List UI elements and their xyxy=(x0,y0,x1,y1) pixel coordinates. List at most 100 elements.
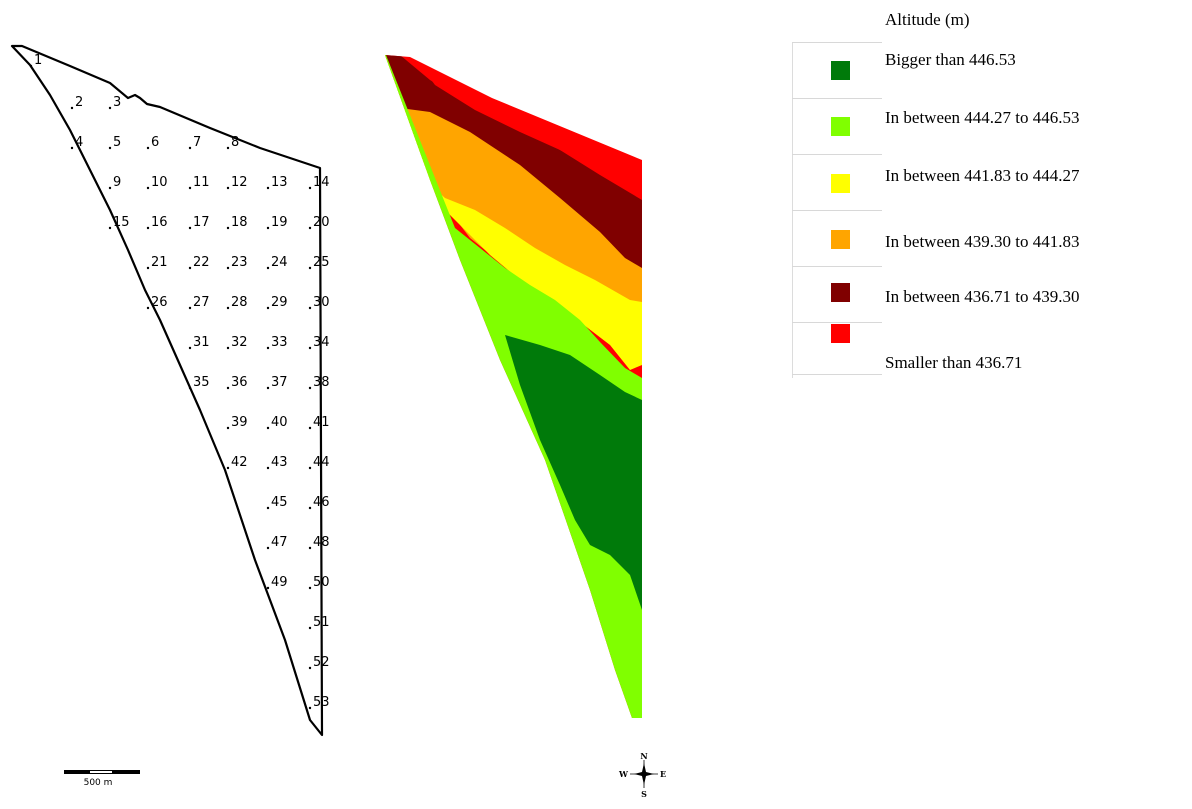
sampling-point-4: 4 xyxy=(70,135,83,150)
legend-item: In between 436.71 to 439.30 xyxy=(792,266,1192,322)
sampling-point-label: 18 xyxy=(231,215,248,230)
sampling-point-2: 2 xyxy=(70,95,83,110)
sampling-point-dot xyxy=(226,426,230,430)
sampling-point-27: 27 xyxy=(188,295,210,310)
zone-smaller-than-436.71-upper-strip xyxy=(420,65,630,180)
sampling-point-label: 44 xyxy=(313,455,330,470)
sampling-point-label: 42 xyxy=(231,455,248,470)
sampling-point-11: 11 xyxy=(188,175,210,190)
sampling-point-33: 33 xyxy=(266,335,288,350)
scale-bar-gap xyxy=(90,771,112,773)
sampling-point-23: 23 xyxy=(226,255,248,270)
sampling-point-label: 36 xyxy=(231,375,248,390)
sampling-point-label: 1 xyxy=(34,53,42,68)
sampling-point-label: 38 xyxy=(313,375,330,390)
sampling-point-3: 3 xyxy=(108,95,121,110)
sampling-point-dot xyxy=(226,346,230,350)
legend-swatch xyxy=(831,117,850,136)
legend-title: Altitude (m) xyxy=(885,10,970,29)
sampling-point-45: 45 xyxy=(266,495,288,510)
field-boundary xyxy=(10,44,324,737)
compass-south-label: S xyxy=(641,789,647,799)
sampling-point-36: 36 xyxy=(226,375,248,390)
sampling-point-47: 47 xyxy=(266,535,288,550)
sampling-point-29: 29 xyxy=(266,295,288,310)
sampling-point-dot xyxy=(29,64,33,68)
sampling-point-dot xyxy=(266,306,270,310)
sampling-point-17: 17 xyxy=(188,215,210,230)
compass-east-label: E xyxy=(660,769,666,779)
sampling-point-label: 35 xyxy=(193,375,210,390)
scale-bar-label: 500 m xyxy=(84,778,113,788)
sampling-point-dot xyxy=(308,706,312,710)
sampling-point-label: 27 xyxy=(193,295,210,310)
legend-swatch xyxy=(831,283,850,302)
sampling-point-dot xyxy=(308,306,312,310)
sampling-point-20: 20 xyxy=(308,215,330,230)
sampling-point-18: 18 xyxy=(226,215,248,230)
sampling-point-dot xyxy=(308,346,312,350)
sampling-point-label: 26 xyxy=(151,295,168,310)
sampling-point-dot xyxy=(308,666,312,670)
sampling-point-dot xyxy=(226,186,230,190)
sampling-point-label: 52 xyxy=(313,655,330,670)
sampling-point-label: 29 xyxy=(271,295,288,310)
legend-separator xyxy=(792,42,882,43)
legend-item: In between 441.83 to 444.27 xyxy=(792,154,1192,210)
sampling-point-label: 34 xyxy=(313,335,330,350)
sampling-point-dot xyxy=(266,226,270,230)
sampling-point-dot xyxy=(108,146,112,150)
sampling-point-30: 30 xyxy=(308,295,330,310)
sampling-point-dot xyxy=(226,386,230,390)
sampling-point-51: 51 xyxy=(308,615,330,630)
sampling-point-dot xyxy=(226,146,230,150)
legend-item: Smaller than 436.71 xyxy=(792,322,1192,378)
sampling-point-53: 53 xyxy=(308,695,330,710)
sampling-point-dot xyxy=(266,586,270,590)
sampling-point-label: 14 xyxy=(313,175,330,190)
sampling-point-dot xyxy=(308,266,312,270)
sampling-point-13: 13 xyxy=(266,175,288,190)
sampling-point-40: 40 xyxy=(266,415,288,430)
legend-item: In between 439.30 to 441.83 xyxy=(792,210,1192,266)
sampling-point-label: 5 xyxy=(113,135,121,150)
sampling-point-label: 25 xyxy=(313,255,330,270)
sampling-point-26: 26 xyxy=(146,295,168,310)
sampling-point-dot xyxy=(146,146,150,150)
sampling-point-7: 7 xyxy=(188,135,201,150)
legend-label: In between 436.71 to 439.30 xyxy=(885,287,1080,306)
sampling-point-label: 10 xyxy=(151,175,168,190)
sampling-point-label: 28 xyxy=(231,295,248,310)
sampling-point-label: 53 xyxy=(313,695,330,710)
sampling-point-label: 20 xyxy=(313,215,330,230)
sampling-point-48: 48 xyxy=(308,535,330,550)
sampling-point-5: 5 xyxy=(108,135,121,150)
sampling-point-50: 50 xyxy=(308,575,330,590)
sampling-point-dot xyxy=(266,426,270,430)
sampling-point-38: 38 xyxy=(308,375,330,390)
sampling-point-dot xyxy=(226,226,230,230)
sampling-point-label: 41 xyxy=(313,415,330,430)
sampling-point-32: 32 xyxy=(226,335,248,350)
north-arrow-compass: N S E W xyxy=(618,751,666,799)
sampling-point-label: 40 xyxy=(271,415,288,430)
legend-item: In between 444.27 to 446.53 xyxy=(792,98,1192,154)
sampling-point-dot xyxy=(308,546,312,550)
sampling-point-14: 14 xyxy=(308,175,330,190)
legend-separator xyxy=(792,210,882,211)
sampling-point-dot xyxy=(70,106,74,110)
sampling-point-42: 42 xyxy=(226,455,248,470)
sampling-point-label: 51 xyxy=(313,615,330,630)
sampling-point-label: 24 xyxy=(271,255,288,270)
sampling-point-dot xyxy=(266,186,270,190)
legend-label: In between 444.27 to 446.53 xyxy=(885,108,1080,127)
sampling-point-label: 16 xyxy=(151,215,168,230)
sampling-point-label: 49 xyxy=(271,575,288,590)
sampling-point-dot xyxy=(108,226,112,230)
sampling-point-dot xyxy=(188,346,192,350)
sampling-point-label: 30 xyxy=(313,295,330,310)
legend-swatch xyxy=(831,324,850,343)
zone-439.30-441.83 xyxy=(385,55,642,340)
sampling-point-15: 15 xyxy=(108,215,130,230)
sampling-point-dot xyxy=(308,426,312,430)
